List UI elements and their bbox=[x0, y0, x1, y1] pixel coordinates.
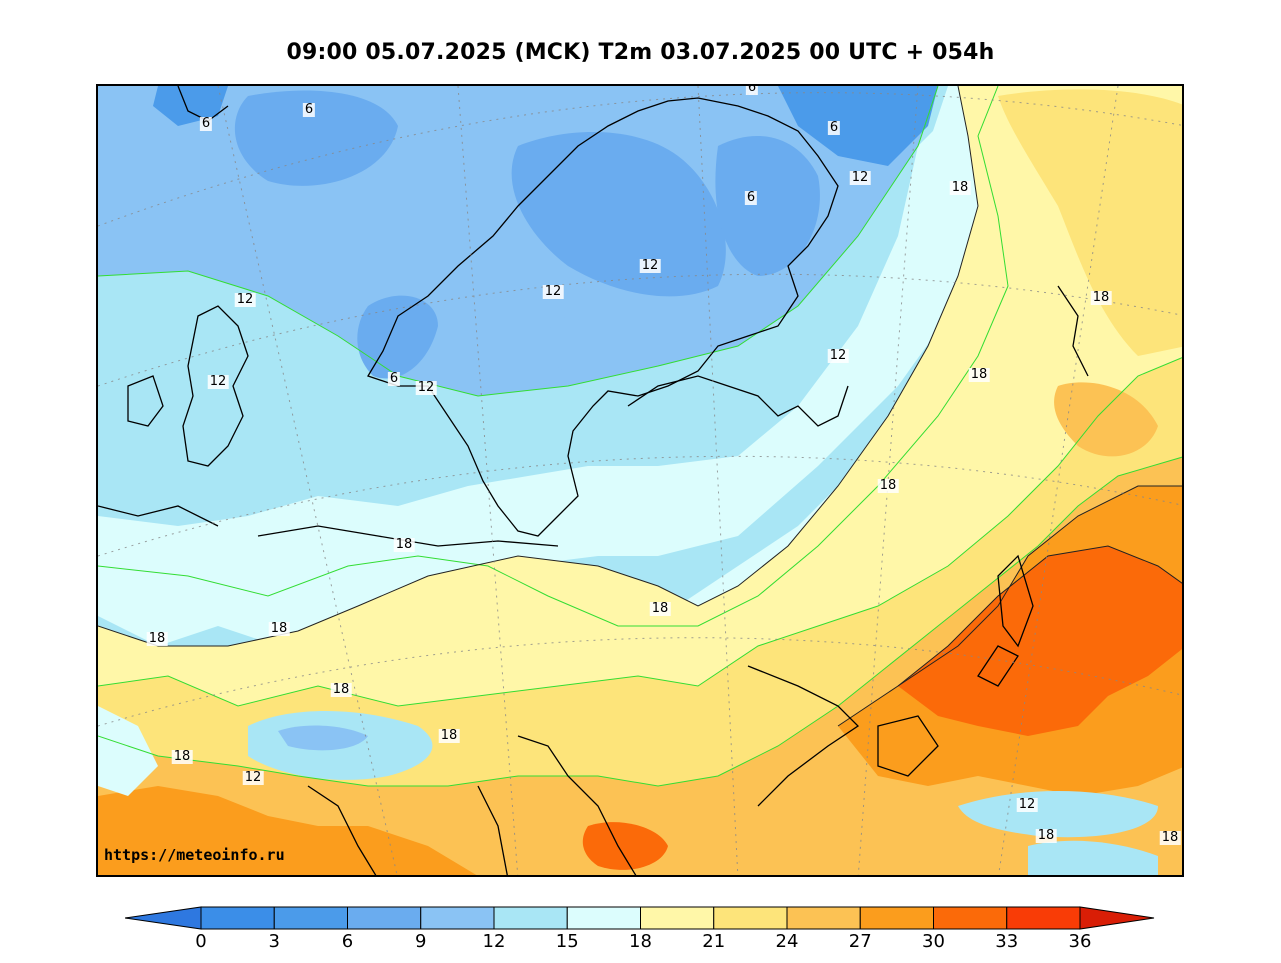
colorbar-tick-label: 3 bbox=[268, 931, 280, 952]
contour-label: 6 bbox=[199, 116, 213, 131]
colorbar-cell bbox=[493, 906, 568, 930]
colorbar-cell bbox=[347, 906, 422, 930]
contour-label: 12 bbox=[542, 284, 564, 299]
contour-label: 6 bbox=[745, 86, 759, 95]
colorbar-tick-label: 9 bbox=[415, 931, 427, 952]
colorbar-cell bbox=[786, 906, 861, 930]
source-watermark: https://meteoinfo.ru bbox=[104, 846, 285, 864]
contour-label: 18 bbox=[268, 621, 290, 636]
contour-label: 12 bbox=[849, 170, 871, 185]
contour-label: 6 bbox=[827, 120, 841, 135]
temperature-field bbox=[98, 86, 1182, 875]
colorbar-tick-label: 0 bbox=[195, 931, 207, 952]
colorbar-tick-label: 27 bbox=[848, 931, 872, 952]
colorbar-cell bbox=[200, 906, 275, 930]
contour-label: 18 bbox=[438, 728, 460, 743]
colorbar-cell bbox=[859, 906, 934, 930]
contour-label: 12 bbox=[639, 258, 661, 273]
contour-label: 18 bbox=[949, 180, 971, 195]
contour-label: 18 bbox=[330, 682, 352, 697]
contour-label: 18 bbox=[171, 749, 193, 764]
colorbar-cell bbox=[640, 906, 715, 930]
colorbar-cell bbox=[420, 906, 495, 930]
colorbar-tick-label: 6 bbox=[341, 931, 354, 952]
contour-label: 18 bbox=[393, 537, 415, 552]
colorbar-cell bbox=[566, 906, 641, 930]
contour-label: 18 bbox=[649, 601, 671, 616]
colorbar-tick-label: 24 bbox=[775, 931, 799, 952]
colorbar-tick-label: 36 bbox=[1068, 931, 1092, 952]
contour-label: 6 bbox=[744, 190, 758, 205]
colorbar-under-arrow bbox=[125, 906, 202, 930]
colorbar-tick-label: 18 bbox=[629, 931, 652, 952]
colorbar-cell bbox=[273, 906, 348, 930]
contour-label: 18 bbox=[146, 631, 168, 646]
colorbar-tick-label: 33 bbox=[995, 931, 1019, 952]
contour-label: 18 bbox=[1035, 828, 1057, 843]
contour-label: 12 bbox=[207, 374, 229, 389]
contour-label: 18 bbox=[1090, 290, 1112, 305]
contour-label: 12 bbox=[415, 380, 437, 395]
map-title: 09:00 05.07.2025 (MCK) T2m 03.07.2025 00… bbox=[286, 40, 995, 65]
contour-label: 18 bbox=[877, 478, 899, 493]
temperature-map: 6 6 6 6 6 6 12 12 12 12 12 12 12 12 12 1… bbox=[96, 84, 1184, 877]
colorbar-cell bbox=[1006, 906, 1081, 930]
contour-label: 18 bbox=[1159, 830, 1181, 845]
contour-label: 12 bbox=[1016, 797, 1038, 812]
contour-label: 12 bbox=[827, 348, 849, 363]
contour-label: 12 bbox=[242, 770, 264, 785]
colorbar-tick-label: 15 bbox=[555, 931, 579, 952]
colorbar-tick-label: 30 bbox=[922, 931, 945, 952]
contour-label: 6 bbox=[387, 371, 401, 386]
contour-label: 6 bbox=[302, 102, 316, 117]
colorbar-cell bbox=[933, 906, 1008, 930]
colorbar bbox=[125, 906, 1155, 930]
colorbar-tick-label: 21 bbox=[702, 931, 726, 952]
colorbar-over-arrow bbox=[1079, 906, 1155, 930]
colorbar-tick-label: 12 bbox=[482, 931, 506, 952]
colorbar-cell bbox=[713, 906, 788, 930]
contour-label: 18 bbox=[968, 367, 990, 382]
contour-label: 12 bbox=[234, 292, 256, 307]
